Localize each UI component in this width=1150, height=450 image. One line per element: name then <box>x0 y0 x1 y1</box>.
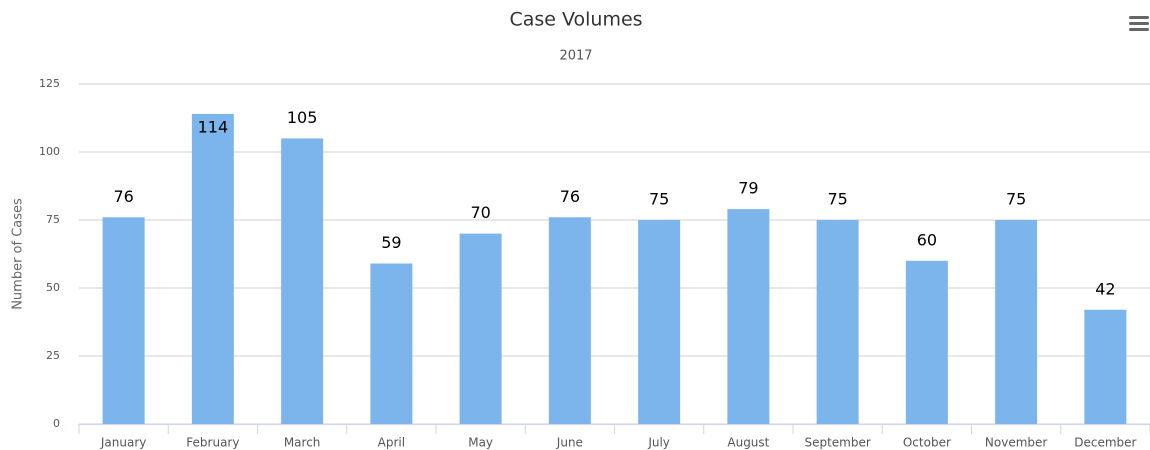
data-label: 75 <box>1006 190 1026 209</box>
bar <box>727 209 770 424</box>
data-label: 76 <box>560 187 580 206</box>
x-tick-label: February <box>186 436 239 450</box>
bar <box>191 113 234 425</box>
x-tick-label: July <box>647 436 670 450</box>
bar <box>995 220 1038 424</box>
data-label: 105 <box>287 108 318 127</box>
y-tick-label: 125 <box>39 77 60 90</box>
x-tick-label: August <box>727 436 769 450</box>
data-label: 76 <box>113 187 133 206</box>
x-tick-label: June <box>556 436 583 450</box>
y-tick-label: 75 <box>46 213 60 226</box>
bar <box>281 138 324 424</box>
x-tick-label: April <box>378 436 405 450</box>
chart-title: Case Volumes <box>509 9 642 31</box>
x-tick-label: November <box>985 436 1047 450</box>
y-tick-label: 100 <box>39 145 60 158</box>
bar <box>370 263 413 424</box>
chart-subtitle: 2017 <box>559 49 592 64</box>
bar <box>905 260 948 424</box>
x-tick-label: October <box>903 436 951 450</box>
data-label: 59 <box>381 233 401 252</box>
data-label: 114 <box>198 117 229 136</box>
x-tick-label: September <box>804 436 870 450</box>
bar <box>816 220 859 424</box>
data-label: 75 <box>827 190 847 209</box>
bar <box>638 220 681 424</box>
data-label: 79 <box>738 179 758 198</box>
data-label: 60 <box>917 230 937 249</box>
y-tick-label: 50 <box>46 281 60 294</box>
bar <box>548 217 591 424</box>
y-tick-label: 0 <box>53 417 60 430</box>
data-label: 75 <box>649 190 669 209</box>
x-tick-label: December <box>1074 436 1136 450</box>
y-axis-label: Number of Cases <box>11 198 26 310</box>
bar <box>1084 309 1127 424</box>
x-tick-label: March <box>284 436 321 450</box>
data-label: 42 <box>1095 279 1115 298</box>
menu-button[interactable] <box>1129 16 1149 31</box>
x-tick-label: January <box>100 436 147 450</box>
y-tick-label: 25 <box>46 349 60 362</box>
x-tick-label: May <box>468 436 493 450</box>
bar <box>459 233 502 424</box>
bar <box>102 217 145 424</box>
data-label: 70 <box>470 203 490 222</box>
